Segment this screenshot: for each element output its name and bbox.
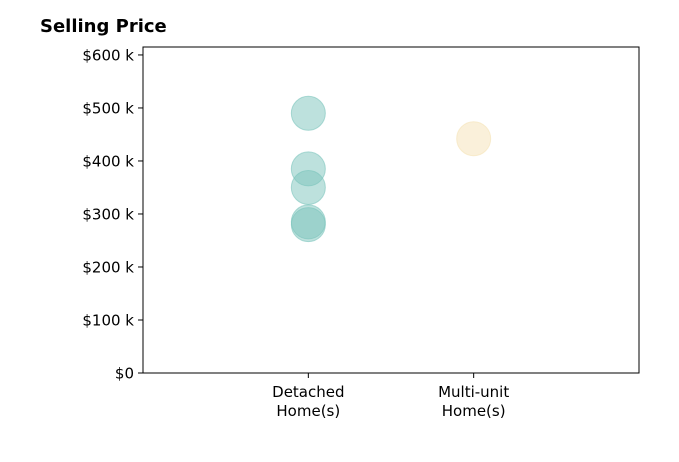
y-tick-label-1: $100 k [82,311,134,329]
y-tick-label-0: $0 [115,365,134,383]
y-tick-label-6: $600 k [82,46,134,64]
chart-title: Selling Price [40,16,167,37]
x-tick-label-1-line-0: Multi-unit [438,383,509,401]
x-tick-label-0: Detached Home(s) [272,383,344,420]
y-tick-label-4: $400 k [82,152,134,170]
data-point-0-0 [290,95,326,131]
x-axis: Detached Home(s)Multi-unit Home(s) [272,373,509,420]
y-tick-label-5: $500 k [82,99,134,117]
y-tick-label-3: $300 k [82,205,134,223]
points-layer [290,95,492,243]
plot-area-frame [142,46,640,374]
x-tick-label-1-line-1: Home(s) [442,402,506,420]
x-tick-label-1: Multi-unit Home(s) [438,383,509,420]
x-tick-label-0-line-0: Detached [272,383,344,401]
data-point-1-0 [456,121,492,157]
y-axis: $0 $100 k $200 k $300 k $400 k $500 k $600 k [82,46,143,383]
y-tick-label-2: $200 k [82,258,134,276]
data-point-0-4 [290,207,326,243]
data-point-0-2 [290,169,326,205]
x-tick-label-0-line-1: Home(s) [276,402,340,420]
